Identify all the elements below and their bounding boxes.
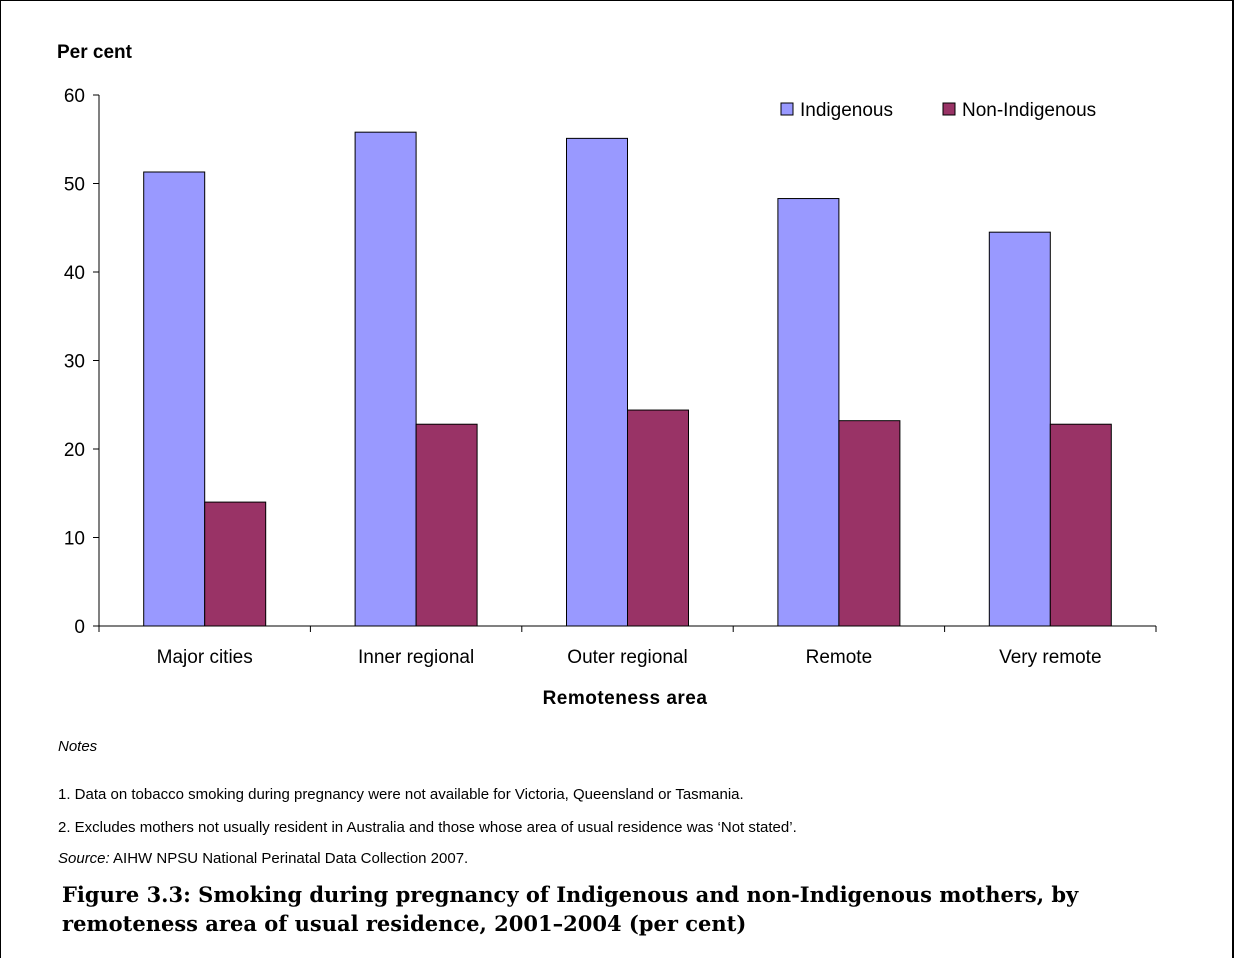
- x-tick-label-2: Outer regional: [567, 647, 687, 668]
- bar-indigenous-3: [778, 199, 839, 626]
- legend-swatch-0: [781, 103, 793, 115]
- y-tick-label-2: 20: [64, 440, 85, 461]
- x-tick-label-0: Major cities: [157, 647, 253, 668]
- notes-heading: Notes: [58, 738, 97, 755]
- bar-non-indigenous-2: [628, 410, 689, 626]
- source-line: Source: AIHW NPSU National Perinatal Dat…: [58, 850, 468, 867]
- legend-label-0: Indigenous: [800, 100, 893, 121]
- bar-non-indigenous-4: [1050, 424, 1111, 626]
- bar-indigenous-4: [989, 232, 1050, 626]
- y-tick-label-1: 10: [64, 529, 85, 550]
- caption-line-2: remoteness area of usual residence, 2001…: [62, 909, 1142, 938]
- caption-line-1: Figure 3.3: Smoking during pregnancy of …: [62, 880, 1142, 909]
- y-tick-label-6: 60: [64, 86, 85, 107]
- bar-non-indigenous-3: [839, 421, 900, 626]
- x-tick-label-1: Inner regional: [358, 647, 474, 668]
- legend-label-1: Non-Indigenous: [962, 100, 1096, 121]
- x-tick-label-4: Very remote: [999, 647, 1101, 668]
- x-tick-label-3: Remote: [806, 647, 873, 668]
- source-text: AIHW NPSU National Perinatal Data Collec…: [110, 850, 469, 867]
- y-tick-label-5: 50: [64, 175, 85, 196]
- note-1: 1. Data on tobacco smoking during pregna…: [58, 786, 744, 803]
- y-tick-label-4: 40: [64, 263, 85, 284]
- bar-indigenous-1: [355, 132, 416, 626]
- x-axis-title: Remoteness area: [0, 688, 1237, 710]
- bar-non-indigenous-0: [205, 502, 266, 626]
- legend-swatch-1: [943, 103, 955, 115]
- figure-caption: Figure 3.3: Smoking during pregnancy of …: [62, 880, 1142, 938]
- note-2: 2. Excludes mothers not usually resident…: [58, 819, 797, 836]
- y-tick-label-3: 30: [64, 352, 85, 373]
- bar-indigenous-0: [144, 172, 205, 626]
- y-tick-label-0: 0: [74, 617, 85, 638]
- bar-chart: 0 10 20 30 40 50 60 Major cities Inner regional O…: [0, 0, 1237, 700]
- bar-indigenous-2: [567, 138, 628, 626]
- bar-non-indigenous-1: [416, 424, 477, 626]
- source-label: Source:: [58, 850, 110, 867]
